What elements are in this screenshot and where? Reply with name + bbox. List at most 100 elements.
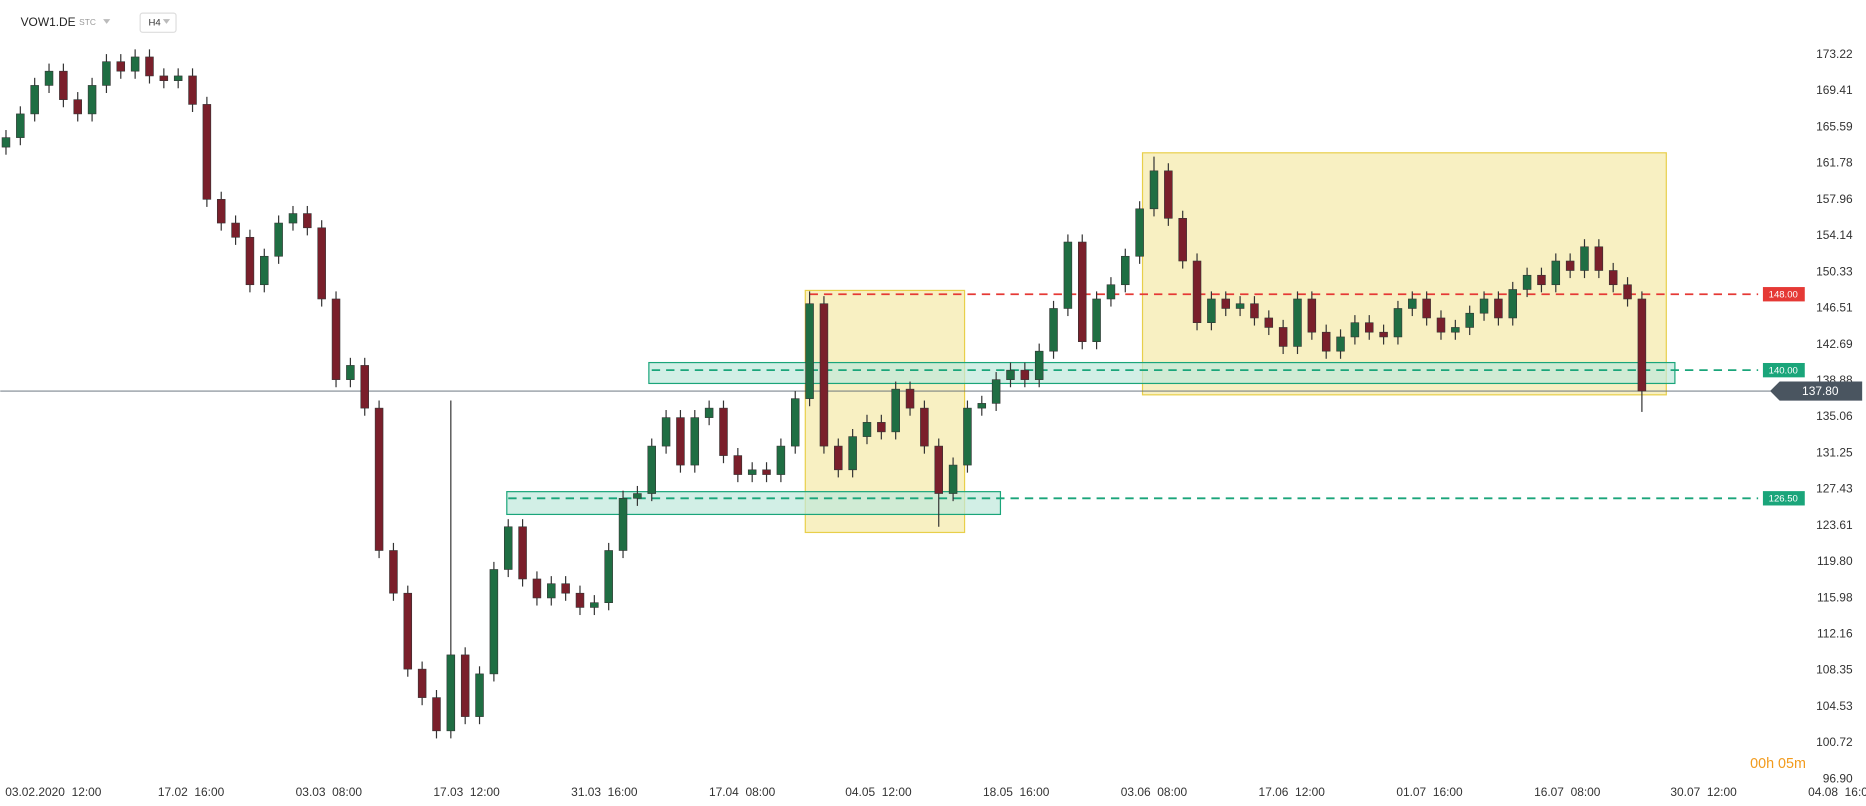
candle-body <box>489 569 499 675</box>
candle-body <box>848 436 857 471</box>
candle-body <box>1034 350 1044 380</box>
candle-body <box>920 407 929 447</box>
x-tick-label: 30.07 12:00 <box>1670 785 1737 799</box>
candle-body <box>948 464 958 494</box>
candle-body <box>1293 298 1302 347</box>
candle-body <box>73 99 82 115</box>
symbol[interactable]: VOW1.DE <box>21 15 76 29</box>
candle-body <box>676 417 685 466</box>
level-badge <box>1762 491 1805 506</box>
candle-body <box>1077 241 1087 342</box>
y-tick-label: 150.33 <box>1816 264 1853 278</box>
candle-body <box>647 445 656 494</box>
source[interactable]: STC <box>79 17 96 27</box>
candle-body <box>1393 308 1403 338</box>
candle-body <box>733 455 743 475</box>
candle-body <box>977 403 987 409</box>
candle-body <box>202 104 212 200</box>
candle-body <box>173 75 183 81</box>
candle-body <box>317 227 326 300</box>
candle-body <box>374 407 384 551</box>
x-tick-label: 03.03 08:00 <box>296 785 363 799</box>
candle-body <box>1522 274 1532 290</box>
candle-body <box>59 70 68 100</box>
candle-body <box>1106 284 1116 300</box>
y-tick-label: 104.53 <box>1816 699 1853 713</box>
y-tick-label: 161.78 <box>1816 156 1853 170</box>
candle-body <box>145 56 154 77</box>
candle-body <box>1264 317 1274 328</box>
candle-body <box>1494 298 1503 319</box>
candle-body <box>991 379 1001 404</box>
candle-body <box>1 137 11 148</box>
candle-body <box>963 407 972 466</box>
candle-body <box>1221 298 1230 309</box>
candle-body <box>1465 312 1474 328</box>
candle-body <box>834 445 843 471</box>
candle-body <box>1020 369 1030 380</box>
zone <box>1141 152 1667 396</box>
zone <box>648 361 1676 385</box>
candle-body <box>747 469 757 475</box>
candle-body <box>1092 298 1101 342</box>
candle-body <box>1364 322 1374 333</box>
x-tick-label: 31.03 16:00 <box>571 785 638 799</box>
candle-body <box>891 388 900 433</box>
timeframe-box[interactable] <box>139 12 177 33</box>
candle-body <box>432 697 441 732</box>
candle-body <box>1537 274 1546 286</box>
candle-body <box>503 526 513 570</box>
candle-body <box>618 497 628 551</box>
timeframe[interactable]: H4 <box>149 17 162 28</box>
candle-body <box>1594 246 1604 271</box>
timeframe-caret[interactable] <box>162 19 171 24</box>
candle-body <box>934 445 943 494</box>
x-tick-label: 04.05 12:00 <box>845 785 912 799</box>
last-price-badge <box>1770 381 1863 401</box>
x-tick-label: 03.02.2020 12:00 <box>5 785 102 799</box>
candle-body <box>475 673 484 717</box>
candle-body <box>102 61 111 86</box>
y-tick-label: 154.14 <box>1816 228 1853 242</box>
candle-body <box>1408 298 1417 309</box>
candle-body <box>518 526 527 580</box>
candle-body <box>1321 331 1331 352</box>
candle-body <box>1551 260 1561 286</box>
level-label: 148.00 <box>1769 289 1798 300</box>
candle-body <box>1623 284 1632 300</box>
candle-body <box>719 407 728 456</box>
candle-body <box>30 85 39 115</box>
x-tick-label: 17.04 08:00 <box>709 785 776 799</box>
x-tick-label: 04.08 16:00 <box>1808 785 1866 799</box>
candle-body <box>16 113 25 138</box>
candle-body <box>346 365 355 380</box>
candle-body <box>790 398 800 447</box>
candle-body <box>805 303 814 399</box>
candle-body <box>44 70 54 86</box>
candle-body <box>1121 255 1130 286</box>
candle-body <box>1350 322 1360 338</box>
y-tick-label: 131.25 <box>1816 445 1853 459</box>
y-tick-label: 169.41 <box>1816 83 1853 97</box>
y-tick-label: 135.06 <box>1816 409 1853 423</box>
y-tick-label: 96.90 <box>1823 771 1853 785</box>
level-label: 126.50 <box>1769 493 1798 504</box>
candle-body <box>245 236 255 286</box>
source-caret[interactable] <box>103 19 111 24</box>
candle-body <box>905 388 915 409</box>
candle-body <box>877 422 886 433</box>
candle-body <box>819 303 829 447</box>
y-tick-label: 173.22 <box>1816 47 1853 61</box>
candle-body <box>1608 270 1618 286</box>
y-tick-label: 127.43 <box>1816 482 1853 496</box>
candle-body <box>776 445 786 475</box>
candle-body <box>762 469 771 475</box>
candle-body <box>1235 303 1245 309</box>
candle-body <box>303 213 312 229</box>
candle-body <box>130 56 140 72</box>
candle-body <box>590 602 599 608</box>
candle-body <box>1422 298 1431 319</box>
candle-body <box>1479 298 1489 314</box>
y-tick-label: 165.59 <box>1816 119 1853 133</box>
